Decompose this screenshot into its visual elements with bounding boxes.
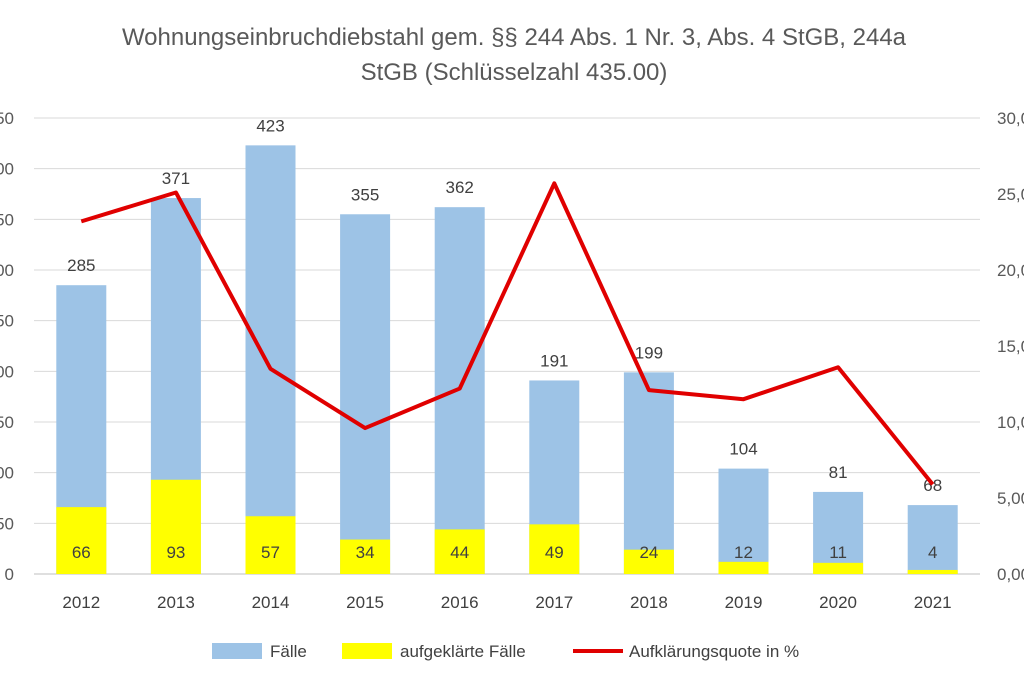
bar-aufgeklaerte-faelle	[813, 562, 864, 574]
bar-faelle	[813, 491, 864, 574]
data-label-aufgeklaerte-faelle: 4	[928, 543, 937, 562]
left-tick-label: 100	[0, 464, 14, 483]
left-tick-label: 50	[0, 514, 14, 533]
data-label-faelle: 355	[351, 185, 379, 204]
bar-aufgeklaerte-faelle	[718, 561, 769, 574]
left-tick-label: 350	[0, 210, 14, 229]
legend: Fälle aufgeklärte Fälle Aufklärungsquote…	[212, 642, 799, 661]
left-tick-label: 150	[0, 413, 14, 432]
category-label: 2015	[346, 593, 384, 612]
bar-aufgeklaerte-faelle	[434, 529, 485, 574]
data-label-aufgeklaerte-faelle: 93	[166, 543, 185, 562]
category-label: 2013	[157, 593, 195, 612]
bar-aufgeklaerte-faelle	[907, 569, 958, 574]
quote-line	[80, 181, 935, 486]
data-label-aufgeklaerte-faelle: 57	[261, 543, 280, 562]
bar-aufgeklaerte-faelle	[529, 524, 580, 574]
chart-title-line-1: Wohnungseinbruchdiebstahl gem. §§ 244 Ab…	[122, 24, 907, 51]
category-label: 2021	[914, 593, 952, 612]
category-label: 2017	[535, 593, 573, 612]
category-label: 2014	[252, 593, 290, 612]
bar-aufgeklaerte-faelle	[150, 479, 201, 574]
right-tick-label: 15,00	[997, 337, 1024, 356]
category-label: 2012	[62, 593, 100, 612]
data-label-faelle: 371	[162, 169, 190, 188]
legend-label-aufgeklaerte-faelle: aufgeklärte Fälle	[400, 642, 526, 661]
legend-swatch-faelle	[212, 643, 262, 659]
right-tick-label: 0,00	[997, 565, 1024, 584]
data-label-aufgeklaerte-faelle: 49	[545, 543, 564, 562]
data-label-aufgeklaerte-faelle: 24	[639, 543, 658, 562]
left-axis-ticks: 0 50 100 150 200 250 300 350 400 450	[0, 109, 14, 584]
right-axis-ticks: 0,00 5,00 10,00 15,00 20,00 25,00 30,00	[997, 109, 1024, 584]
legend-swatch-aufgeklaerte-faelle	[342, 643, 392, 659]
category-label: 2019	[725, 593, 763, 612]
category-label: 2020	[819, 593, 857, 612]
data-label-faelle: 423	[256, 116, 284, 135]
legend-label-faelle: Fälle	[270, 642, 307, 661]
right-tick-label: 5,00	[997, 489, 1024, 508]
bar-aufgeklaerte-faelle	[245, 516, 296, 574]
bar-aufgeklaerte-faelle	[56, 507, 107, 574]
data-label-aufgeklaerte-faelle: 66	[72, 543, 91, 562]
bar-faelle	[718, 468, 769, 574]
data-label-aufgeklaerte-faelle: 34	[356, 543, 375, 562]
left-tick-label: 400	[0, 160, 14, 179]
category-label: 2018	[630, 593, 668, 612]
left-tick-label: 450	[0, 109, 14, 128]
bar-faelle	[340, 214, 391, 574]
right-tick-label: 20,00	[997, 261, 1024, 280]
data-label-faelle: 191	[540, 351, 568, 370]
chart-title-line-2: StGB (Schlüsselzahl 435.00)	[361, 59, 668, 86]
right-tick-label: 10,00	[997, 413, 1024, 432]
data-label-faelle: 199	[635, 343, 663, 362]
bar-faelle	[245, 145, 296, 575]
bar-aufgeklaerte-faelle	[623, 549, 674, 574]
category-label: 2016	[441, 593, 479, 612]
data-label-aufgeklaerte-faelle: 11	[829, 543, 847, 562]
line-aufklaerungsquote	[80, 181, 935, 486]
data-label-faelle: 81	[829, 463, 848, 482]
bar-faelle	[623, 372, 674, 574]
data-label-faelle: 104	[729, 440, 757, 459]
bar-aufgeklaerte-faelle	[340, 539, 391, 574]
bar-faelle	[907, 505, 958, 574]
category-labels: 2012 2013 2014 2015 2016 2017 2018 2019 2020 2021	[62, 593, 951, 612]
legend-label-aufklaerungsquote: Aufklärungsquote in %	[629, 642, 799, 661]
left-tick-label: 300	[0, 261, 14, 280]
data-label-faelle: 285	[67, 256, 95, 275]
left-tick-label: 200	[0, 362, 14, 381]
data-label-aufgeklaerte-faelle: 12	[734, 543, 753, 562]
left-tick-label: 0	[5, 565, 14, 584]
left-tick-label: 250	[0, 312, 14, 331]
right-tick-label: 30,00	[997, 109, 1024, 128]
data-label-faelle: 362	[446, 178, 474, 197]
data-label-aufgeklaerte-faelle: 44	[450, 543, 469, 562]
right-tick-label: 25,00	[997, 185, 1024, 204]
